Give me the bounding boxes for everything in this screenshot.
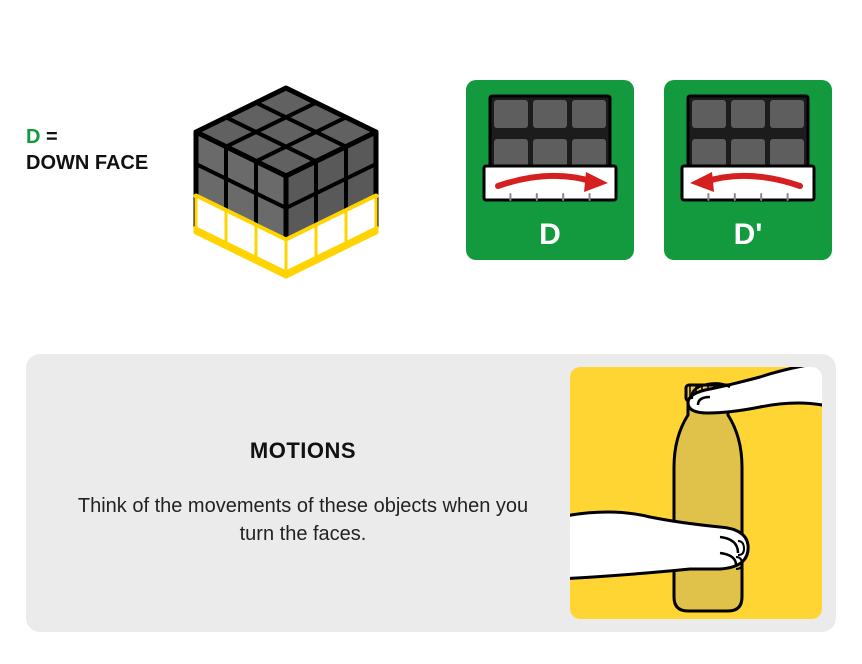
isometric-cube	[176, 80, 406, 285]
notation-label: D	[539, 218, 561, 252]
face-label: D = DOWN FACE	[26, 80, 176, 176]
notation-cards: D D'	[466, 80, 832, 260]
motions-text: MOTIONS Think of the movements of these …	[26, 438, 570, 548]
bottle-illustration	[570, 367, 822, 619]
notation-label: D'	[734, 218, 763, 252]
motions-panel: MOTIONS Think of the movements of these …	[26, 354, 836, 632]
equals-text: =	[40, 126, 57, 148]
motions-body: Think of the movements of these objects …	[66, 492, 540, 548]
top-row: D = DOWN FACE D D'	[26, 80, 836, 285]
notation-card-d: D	[466, 80, 634, 260]
notation-card-d-prime: D'	[664, 80, 832, 260]
motions-heading: MOTIONS	[66, 438, 540, 464]
face-letter: D	[26, 126, 40, 148]
face-name: DOWN FACE	[26, 152, 148, 174]
